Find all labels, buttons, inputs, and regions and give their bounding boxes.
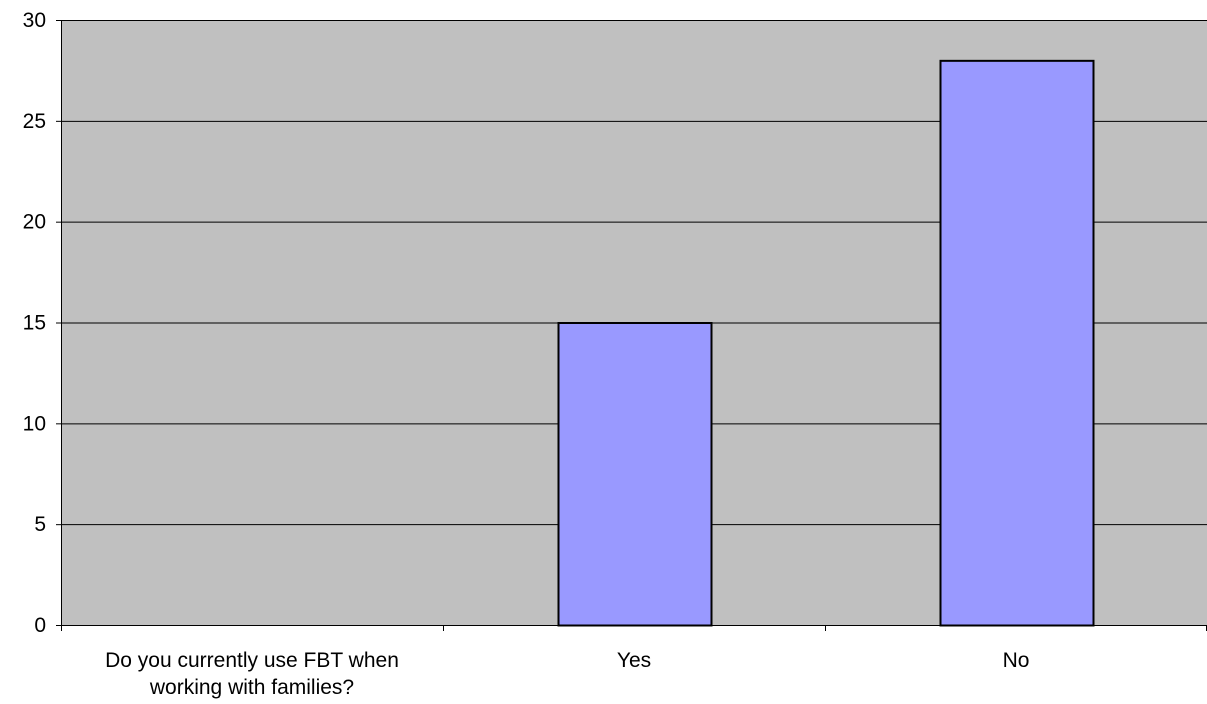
x-tick-label: Yes xyxy=(617,649,651,672)
y-tick-label: 15 xyxy=(23,312,46,335)
y-tick-label: 10 xyxy=(23,412,46,435)
bars xyxy=(557,59,1095,627)
x-tick-label: Do you currently use FBT when working wit… xyxy=(105,649,399,699)
x-tick-label: No xyxy=(1003,649,1030,672)
y-tick-label: 30 xyxy=(23,9,46,32)
y-tick-label: 0 xyxy=(34,614,46,637)
y-tick-label: 5 xyxy=(34,513,46,536)
x-tick-labels: Do you currently use FBT when working wit… xyxy=(105,649,1029,699)
y-tick-label: 25 xyxy=(23,110,46,133)
bar-no xyxy=(939,59,1095,627)
axes xyxy=(56,20,1207,631)
y-tick-labels: 0 5 10 15 20 25 30 xyxy=(23,9,46,637)
y-tick-label: 20 xyxy=(23,211,46,234)
bar-yes xyxy=(557,322,713,627)
